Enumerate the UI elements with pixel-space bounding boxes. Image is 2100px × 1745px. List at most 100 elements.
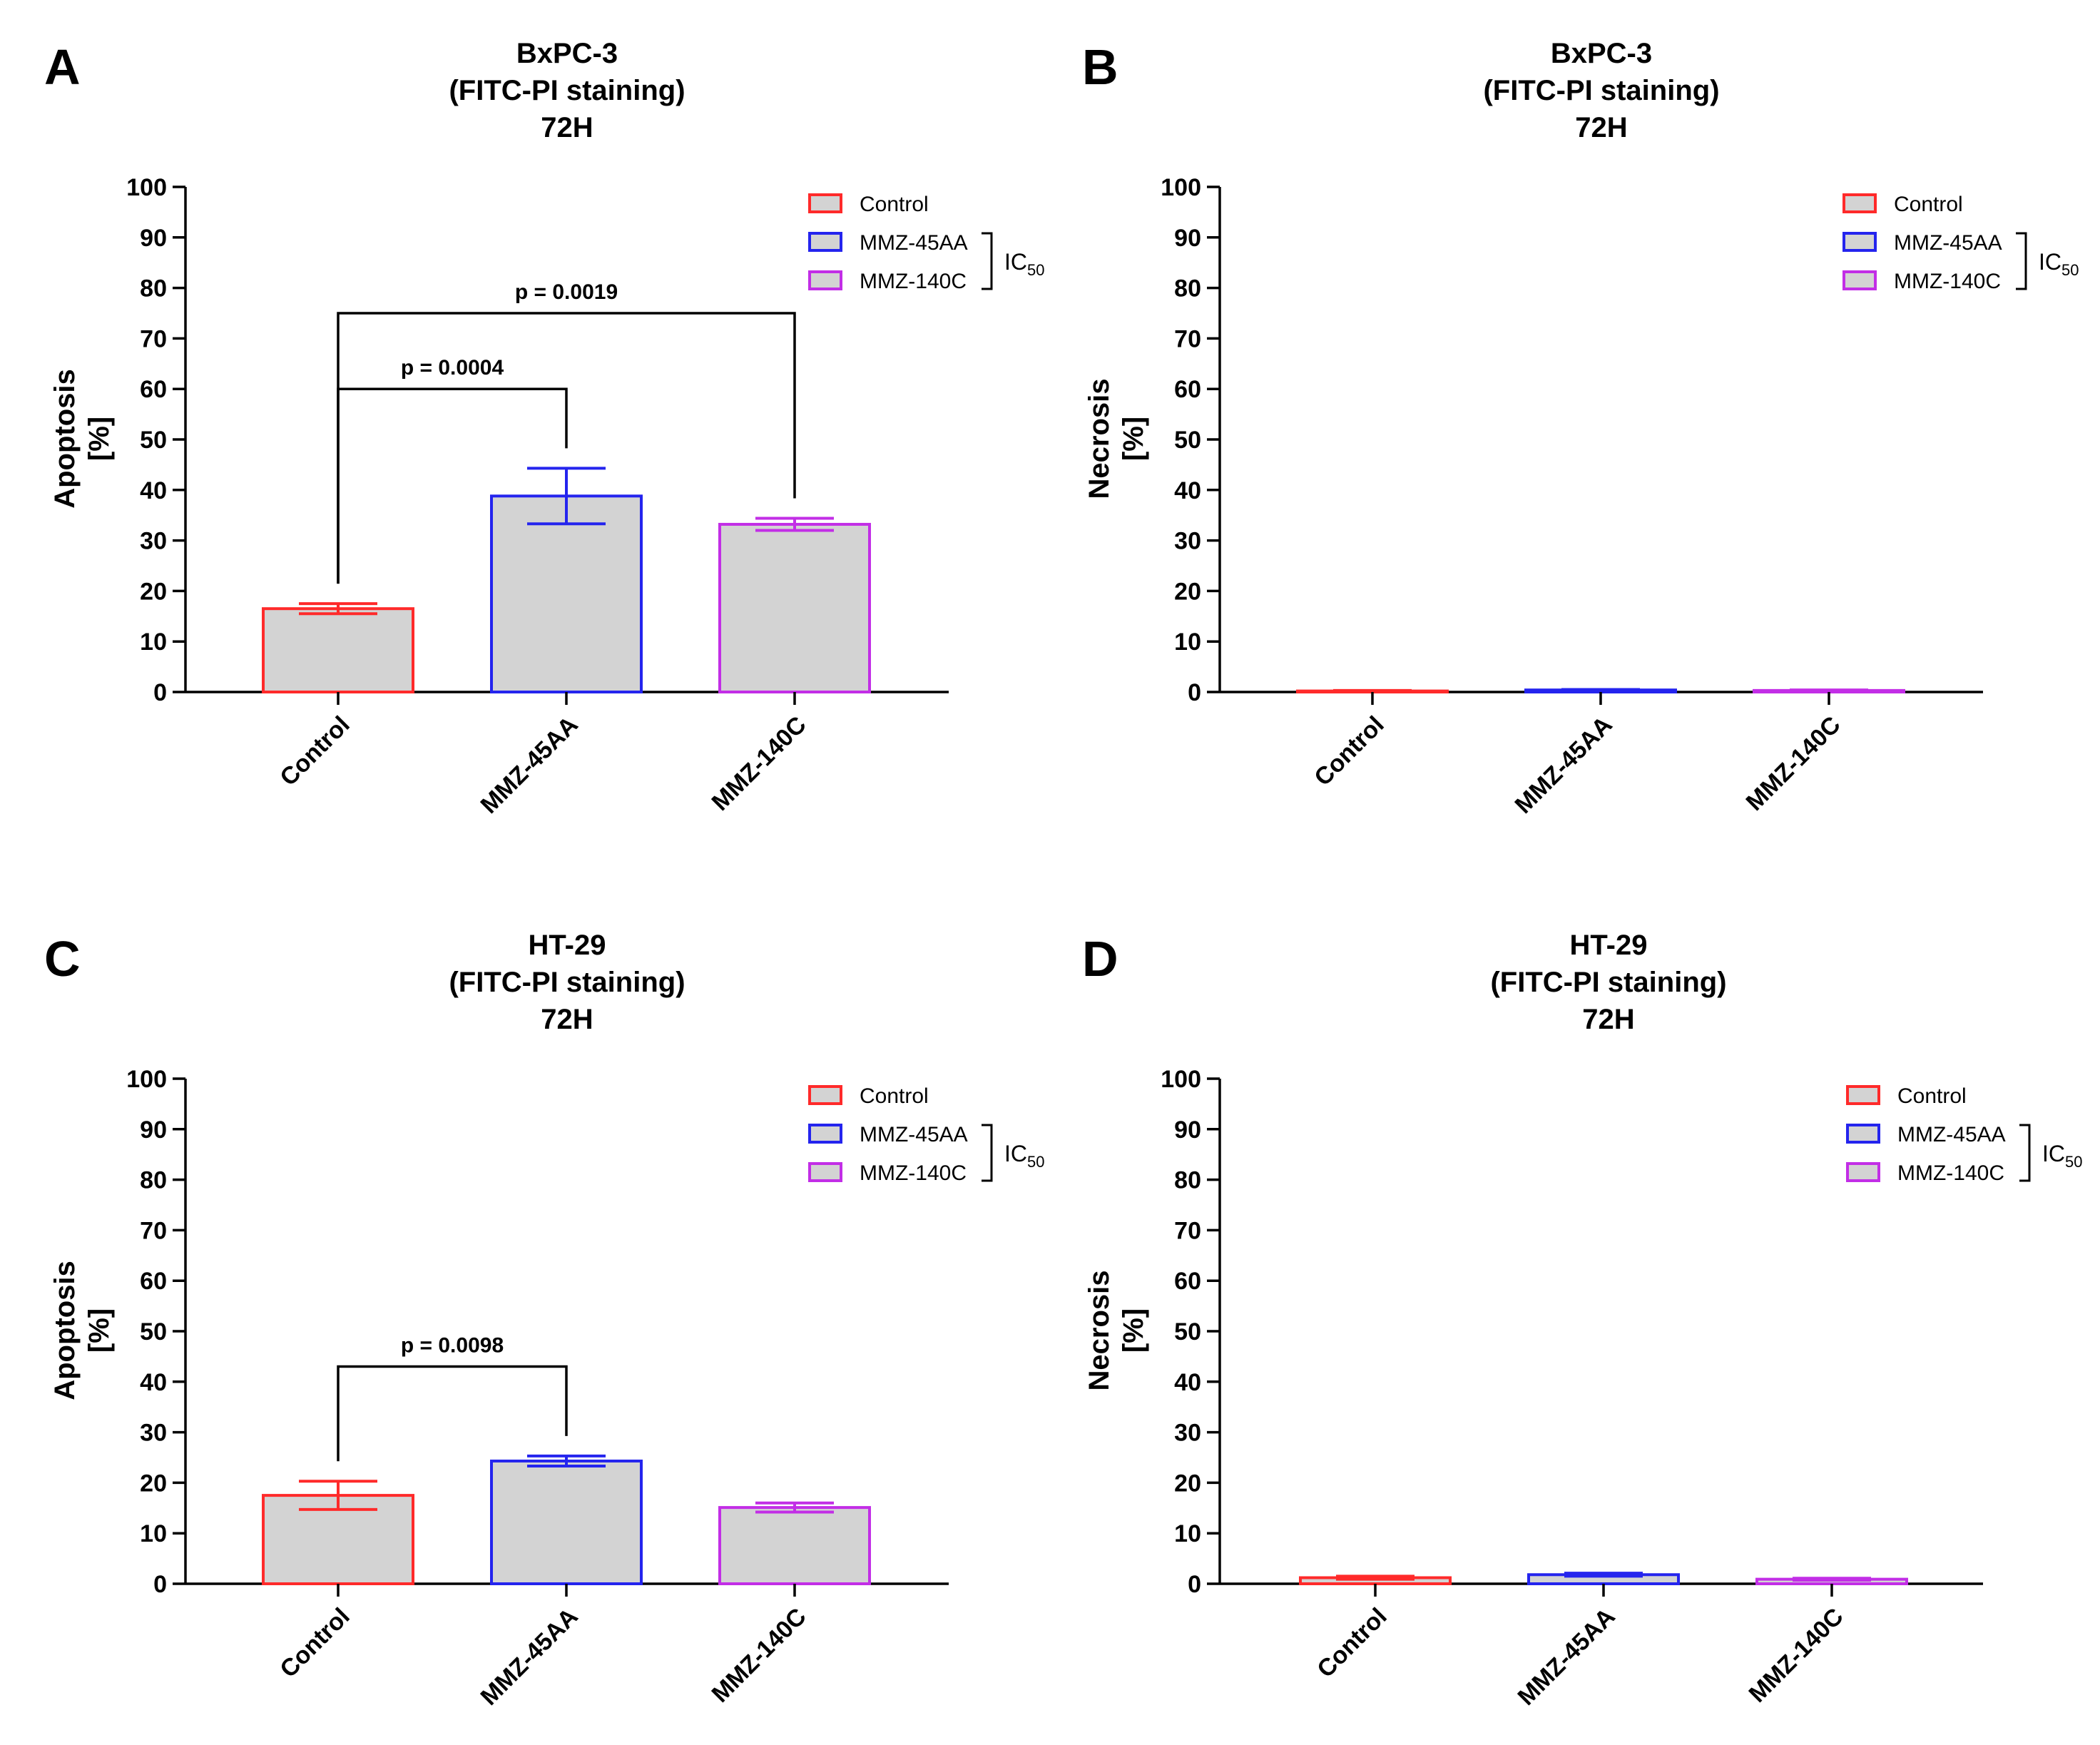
- x-tick-label: Control: [275, 711, 355, 791]
- chart-title-line: (FITC-PI staining): [449, 75, 685, 106]
- legend-swatch-mmz-140c: [808, 1162, 842, 1182]
- y-tick-label: 50: [140, 427, 167, 454]
- error-bar-mmz-45aa: [1564, 1572, 1643, 1578]
- chart-title-line: (FITC-PI staining): [449, 967, 685, 998]
- significance-line: [337, 312, 796, 584]
- legend-label: MMZ-140C: [1894, 270, 2001, 293]
- y-tick-label: 50: [140, 1318, 167, 1345]
- legend-swatch-mmz-140c: [1842, 270, 1877, 290]
- legend-swatch-mmz-45aa: [808, 1124, 842, 1144]
- x-tick-label: MMZ-45AA: [1510, 711, 1618, 819]
- legend: Control MMZ-45AA MMZ-140C IC50: [808, 1084, 1044, 1185]
- y-axis-label-line: Apoptosis: [49, 369, 81, 509]
- chart-panel-a: A BxPC-3 (FITC-PI staining) 72H Apoptosis [%]…: [44, 38, 1044, 819]
- legend-swatch-mmz-140c: [1846, 1162, 1880, 1182]
- y-tick-label: 10: [140, 629, 167, 656]
- y-tick-label: 10: [1174, 629, 1201, 656]
- y-tick-label: 60: [140, 1268, 167, 1295]
- bar-mmz-45aa: [490, 1459, 643, 1586]
- chart-title-line: (FITC-PI staining): [1490, 967, 1726, 998]
- ic50-bracket: [982, 232, 993, 290]
- error-bar-mmz-140c: [1793, 1577, 1871, 1582]
- error-bar-mmz-140c: [755, 517, 834, 532]
- panel-letter: A: [44, 39, 81, 95]
- y-tick-label: 60: [140, 376, 167, 403]
- y-tick-label: 80: [1174, 275, 1201, 302]
- bar-control: [262, 607, 414, 693]
- y-tick-label: 0: [1188, 679, 1201, 706]
- legend-label: Control: [860, 193, 929, 216]
- legend: Control MMZ-45AA MMZ-140C IC50: [1846, 1084, 2082, 1185]
- y-tick-label: 10: [1174, 1520, 1201, 1547]
- legend: Control MMZ-45AA MMZ-140C IC50: [808, 193, 1044, 293]
- legend-swatch-control: [808, 1085, 842, 1105]
- ic50-label: IC50: [1004, 1141, 1044, 1171]
- y-tick-label: 80: [140, 1167, 167, 1194]
- error-bar-mmz-140c: [755, 1501, 834, 1514]
- panel-letter: B: [1082, 39, 1118, 95]
- y-tick-label: 30: [140, 528, 167, 555]
- legend-label: Control: [1897, 1084, 1967, 1108]
- chart-panel-c: C HT-29 (FITC-PI staining) 72H Apoptosis [%] 0…: [44, 930, 1044, 1711]
- error-bar-mmz-45aa: [527, 467, 606, 526]
- y-axis-label-line: [%]: [83, 1308, 115, 1353]
- legend-swatch-mmz-45aa: [1842, 232, 1877, 252]
- error-bar-mmz-45aa: [527, 1454, 606, 1468]
- y-axis-label-line: Necrosis: [1084, 379, 1115, 499]
- bar-mmz-140c: [718, 522, 871, 693]
- y-tick-label: 20: [1174, 578, 1201, 605]
- bar-mmz-140c: [718, 1506, 871, 1586]
- chart-title-line: 72H: [1582, 1004, 1634, 1035]
- y-axis-label-line: [%]: [83, 417, 115, 461]
- y-tick-label: 40: [1174, 477, 1201, 504]
- chart-title-line: HT-29: [529, 930, 606, 961]
- error-bar-control: [299, 602, 377, 616]
- chart-title-line: HT-29: [1570, 930, 1648, 961]
- p-value-label: p = 0.0004: [401, 356, 504, 380]
- legend-label: MMZ-45AA: [1894, 231, 2002, 255]
- legend-label: MMZ-45AA: [860, 231, 968, 255]
- ic50-bracket: [982, 1124, 993, 1182]
- ic50-bracket: [2016, 232, 2027, 290]
- chart-title-line: (FITC-PI staining): [1483, 75, 1719, 106]
- y-tick-label: 80: [140, 275, 167, 302]
- ic50-subscript: 50: [2065, 1153, 2082, 1171]
- y-tick-label: 100: [1161, 174, 1201, 201]
- y-tick-label: 100: [1161, 1066, 1201, 1093]
- legend-swatch-control: [1846, 1085, 1880, 1105]
- y-tick-label: 90: [1174, 1116, 1201, 1144]
- chart-title-line: BxPC-3: [1551, 38, 1652, 69]
- x-tick-label: Control: [1309, 711, 1389, 791]
- significance-bracket: p = 0.0019: [337, 280, 796, 584]
- y-tick-label: 40: [140, 1369, 167, 1396]
- y-tick-label: 30: [1174, 1420, 1201, 1447]
- chart-panel-b: B BxPC-3 (FITC-PI staining) 72H Necrosis [%] 0…: [1082, 38, 2079, 819]
- legend-swatch-control: [1842, 193, 1877, 213]
- legend-swatch-mmz-45aa: [808, 232, 842, 252]
- significance-line: [337, 1365, 568, 1462]
- error-bar-mmz-45aa: [1561, 688, 1640, 692]
- panel-letter: D: [1082, 931, 1118, 987]
- p-value-label: p = 0.0098: [401, 1334, 504, 1358]
- legend-swatch-mmz-45aa: [1846, 1124, 1880, 1144]
- error-bar-mmz-140c: [1790, 688, 1868, 693]
- bar-mmz-45aa: [490, 494, 643, 694]
- chart-panel-d: D HT-29 (FITC-PI staining) 72H Necrosis [%] 0 1…: [1082, 930, 2082, 1711]
- y-axis-label: Necrosis [%]: [1084, 1271, 1149, 1391]
- y-tick-label: 100: [126, 1066, 167, 1093]
- x-tick-label: MMZ-45AA: [476, 711, 583, 819]
- y-axis-label-line: Necrosis: [1084, 1271, 1115, 1391]
- y-tick-label: 30: [140, 1420, 167, 1447]
- error-bar-control: [299, 1480, 377, 1511]
- x-tick-label: MMZ-140C: [707, 711, 812, 816]
- x-tick-label: Control: [1312, 1603, 1392, 1683]
- x-tick-label: MMZ-45AA: [1513, 1603, 1621, 1711]
- chart-title-line: 72H: [541, 112, 593, 143]
- y-tick-label: 60: [1174, 376, 1201, 403]
- y-tick-label: 50: [1174, 427, 1201, 454]
- legend-label: MMZ-140C: [860, 270, 967, 293]
- legend-label: MMZ-45AA: [860, 1123, 968, 1146]
- error-bar-control: [1336, 1574, 1415, 1581]
- y-tick-label: 0: [153, 679, 167, 706]
- y-axis-label-line: Apoptosis: [49, 1261, 81, 1400]
